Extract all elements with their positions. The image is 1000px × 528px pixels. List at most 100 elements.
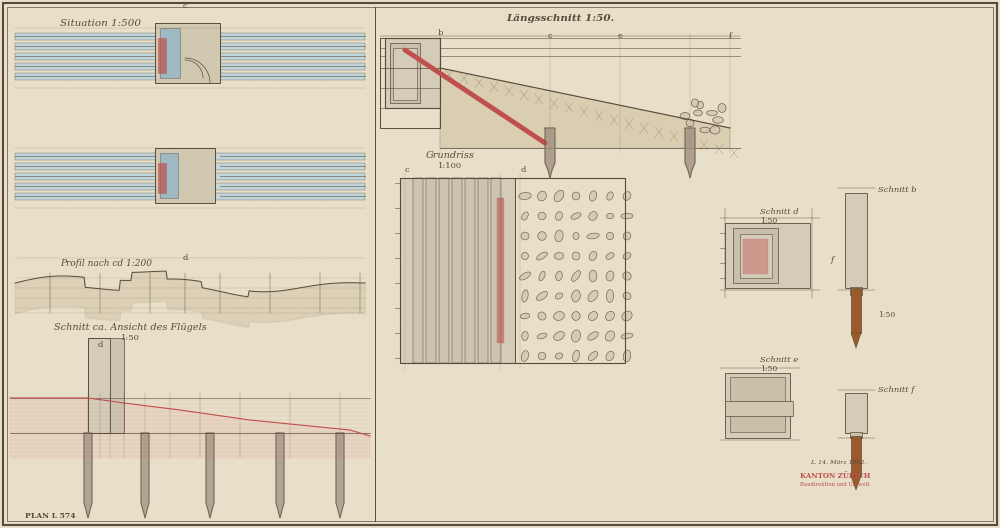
Bar bbox=[15, 153, 160, 160]
Ellipse shape bbox=[522, 290, 528, 302]
Text: Grundriss: Grundriss bbox=[426, 152, 474, 161]
Polygon shape bbox=[84, 433, 92, 518]
Bar bbox=[215, 73, 365, 80]
Text: 1:50: 1:50 bbox=[760, 217, 777, 225]
Ellipse shape bbox=[606, 290, 614, 303]
Bar bbox=[88, 338, 110, 433]
Ellipse shape bbox=[589, 191, 597, 201]
Ellipse shape bbox=[623, 350, 631, 362]
Ellipse shape bbox=[539, 271, 545, 281]
Ellipse shape bbox=[680, 112, 690, 119]
Bar bbox=[158, 38, 166, 73]
Ellipse shape bbox=[589, 251, 597, 260]
Ellipse shape bbox=[554, 252, 564, 259]
Ellipse shape bbox=[537, 333, 547, 339]
Ellipse shape bbox=[607, 192, 613, 200]
Ellipse shape bbox=[700, 127, 710, 133]
Bar bbox=[452, 178, 462, 363]
Ellipse shape bbox=[556, 271, 562, 281]
Text: PLAN L 574: PLAN L 574 bbox=[25, 512, 76, 520]
Text: c: c bbox=[548, 32, 552, 40]
Text: f: f bbox=[728, 32, 732, 40]
Ellipse shape bbox=[606, 253, 614, 259]
Text: c: c bbox=[405, 166, 409, 174]
Ellipse shape bbox=[606, 351, 614, 361]
Ellipse shape bbox=[555, 230, 563, 242]
Text: 1:50: 1:50 bbox=[121, 334, 139, 342]
Bar bbox=[215, 183, 365, 190]
Bar bbox=[730, 377, 785, 432]
Ellipse shape bbox=[572, 271, 580, 281]
Bar bbox=[215, 63, 365, 70]
Bar bbox=[160, 28, 180, 78]
Ellipse shape bbox=[694, 110, 702, 116]
Ellipse shape bbox=[686, 119, 694, 127]
Bar bbox=[850, 432, 862, 438]
Polygon shape bbox=[851, 333, 861, 348]
Bar bbox=[426, 178, 436, 363]
Text: Profil nach cd 1:200: Profil nach cd 1:200 bbox=[60, 259, 152, 268]
Bar bbox=[215, 43, 365, 50]
Text: 1:50: 1:50 bbox=[760, 365, 777, 373]
Text: d: d bbox=[182, 254, 188, 262]
Polygon shape bbox=[851, 476, 861, 490]
Text: Schnitt b: Schnitt b bbox=[878, 186, 917, 194]
Bar bbox=[15, 73, 160, 80]
Bar bbox=[491, 178, 501, 363]
Ellipse shape bbox=[520, 313, 530, 319]
Bar bbox=[413, 178, 423, 363]
Text: d: d bbox=[97, 341, 103, 349]
Ellipse shape bbox=[521, 232, 529, 240]
Polygon shape bbox=[440, 68, 730, 148]
Ellipse shape bbox=[588, 312, 598, 320]
Polygon shape bbox=[685, 128, 695, 178]
Ellipse shape bbox=[572, 312, 580, 320]
Bar bbox=[851, 288, 861, 333]
Ellipse shape bbox=[538, 212, 546, 220]
Text: f: f bbox=[830, 256, 834, 264]
Text: Baudirektion und Umwelt: Baudirektion und Umwelt bbox=[800, 483, 870, 487]
Ellipse shape bbox=[573, 232, 579, 240]
Ellipse shape bbox=[536, 291, 548, 300]
Text: 1:100: 1:100 bbox=[438, 162, 462, 170]
Ellipse shape bbox=[556, 212, 562, 220]
Ellipse shape bbox=[572, 350, 580, 362]
Bar bbox=[155, 148, 215, 203]
Bar bbox=[400, 178, 515, 363]
Bar bbox=[725, 401, 793, 416]
Ellipse shape bbox=[537, 252, 547, 260]
Ellipse shape bbox=[691, 99, 699, 107]
Ellipse shape bbox=[555, 293, 563, 299]
Ellipse shape bbox=[622, 311, 632, 321]
Bar bbox=[497, 198, 504, 343]
Ellipse shape bbox=[588, 290, 598, 301]
Bar bbox=[15, 163, 160, 170]
Bar bbox=[215, 163, 365, 170]
Bar bbox=[110, 338, 124, 433]
Ellipse shape bbox=[572, 290, 580, 302]
Ellipse shape bbox=[606, 232, 614, 240]
Bar bbox=[400, 178, 625, 363]
Ellipse shape bbox=[589, 212, 597, 220]
Ellipse shape bbox=[606, 213, 614, 219]
Ellipse shape bbox=[538, 312, 546, 320]
Ellipse shape bbox=[589, 270, 597, 282]
Bar bbox=[845, 393, 867, 433]
Text: d: d bbox=[520, 166, 526, 174]
Ellipse shape bbox=[696, 101, 704, 109]
Ellipse shape bbox=[554, 312, 564, 320]
Bar bbox=[743, 239, 768, 274]
Text: L. 14. März 1892.: L. 14. März 1892. bbox=[810, 460, 866, 466]
Bar bbox=[155, 23, 220, 83]
Bar bbox=[478, 178, 488, 363]
Ellipse shape bbox=[623, 252, 631, 259]
Text: Schnitt e: Schnitt e bbox=[760, 356, 798, 364]
Bar bbox=[740, 234, 772, 278]
Bar bbox=[851, 436, 861, 476]
Ellipse shape bbox=[520, 272, 530, 280]
Polygon shape bbox=[141, 433, 149, 518]
Text: Schnitt ca. Ansicht des Flügels: Schnitt ca. Ansicht des Flügels bbox=[54, 324, 206, 333]
Ellipse shape bbox=[522, 212, 528, 220]
Bar bbox=[733, 228, 778, 283]
Ellipse shape bbox=[555, 353, 563, 359]
